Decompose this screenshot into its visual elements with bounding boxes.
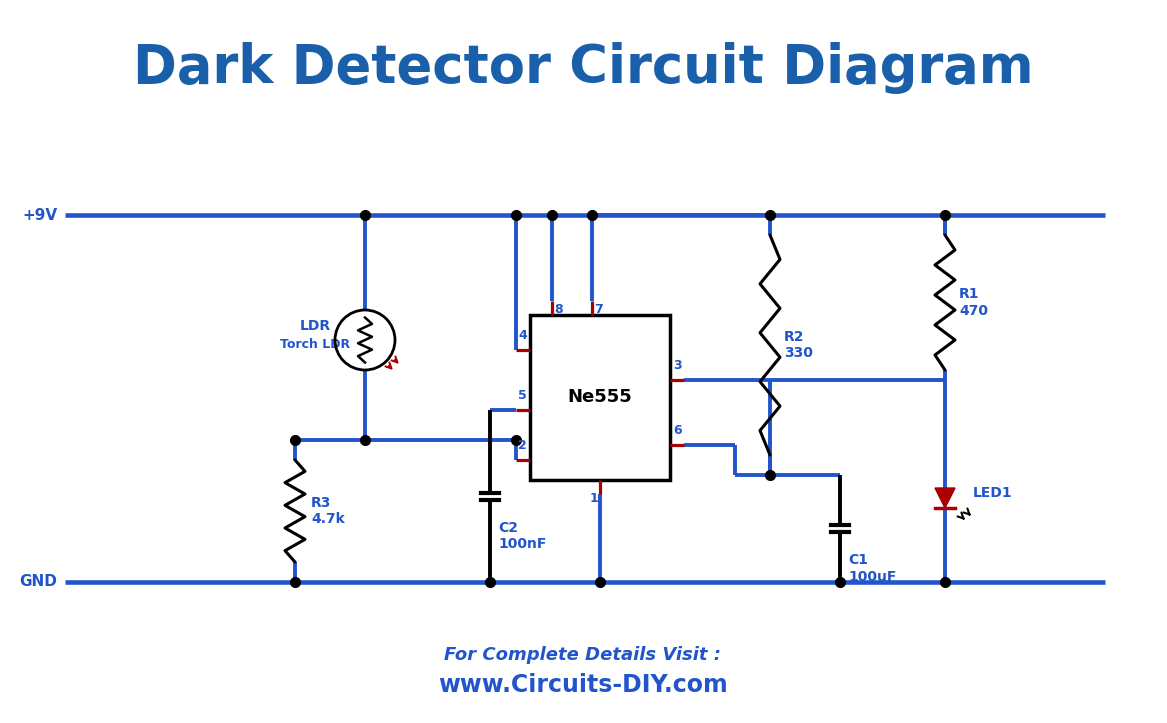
Text: Dark Detector Circuit Diagram: Dark Detector Circuit Diagram <box>133 42 1033 94</box>
Text: C1
100uF: C1 100uF <box>848 554 896 583</box>
Text: 8: 8 <box>554 303 562 316</box>
Text: 3: 3 <box>673 359 682 372</box>
Bar <box>530 315 670 480</box>
Text: 5: 5 <box>518 389 526 402</box>
Text: C2
100nF: C2 100nF <box>498 521 546 551</box>
Text: 4: 4 <box>518 329 526 342</box>
Text: R2
330: R2 330 <box>784 330 813 360</box>
Text: Torch LDR: Torch LDR <box>280 338 350 351</box>
Text: +9V: +9V <box>22 208 57 223</box>
Text: Ne555: Ne555 <box>567 388 633 406</box>
Text: 2: 2 <box>518 439 526 452</box>
Text: www.Circuits-DIY.com: www.Circuits-DIY.com <box>438 673 728 697</box>
Text: LDR: LDR <box>300 319 330 333</box>
Text: 1: 1 <box>589 492 598 505</box>
Text: R3
4.7k: R3 4.7k <box>310 496 344 526</box>
Text: 6: 6 <box>673 424 682 437</box>
Polygon shape <box>935 488 955 508</box>
Text: R1
470: R1 470 <box>959 288 988 317</box>
Text: LED1: LED1 <box>973 486 1013 500</box>
Text: GND: GND <box>19 575 57 589</box>
Text: For Complete Details Visit :: For Complete Details Visit : <box>445 646 721 664</box>
Text: 7: 7 <box>594 303 602 316</box>
